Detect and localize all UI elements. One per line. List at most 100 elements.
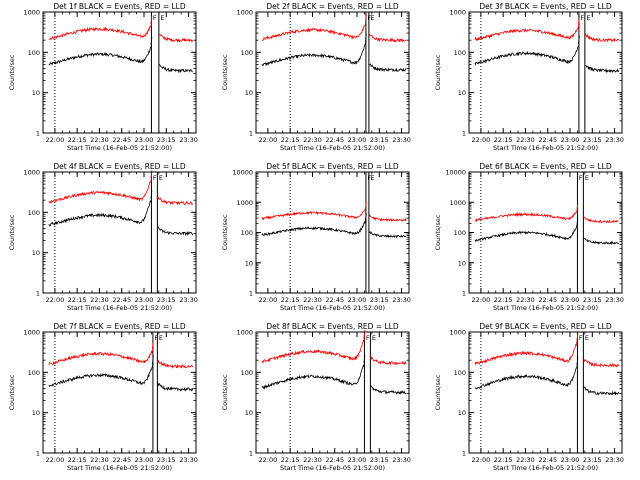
y-tick-label: 1 — [249, 130, 253, 138]
plot-frame — [468, 171, 623, 294]
y-tick-label: 100 — [241, 49, 253, 57]
x-tick-label: 22:45 — [538, 136, 557, 144]
x-tick-label: 23:30 — [605, 456, 624, 464]
x-tick-label: 22:00 — [472, 456, 491, 464]
x-tick-label: 22:45 — [112, 296, 131, 304]
events-series-line — [474, 35, 620, 74]
y-tick-label: 10 — [458, 89, 466, 97]
y-tick-label: 10 — [32, 409, 40, 417]
plot-frame — [42, 331, 197, 454]
flare-start-label: F — [579, 174, 583, 182]
x-axis-label: Start Time (16-Feb-05 21:52:00) — [280, 144, 385, 152]
flare-start-label: F — [153, 14, 157, 22]
x-tick-label: 23:00 — [348, 456, 367, 464]
x-tick-label: 22:15 — [494, 136, 513, 144]
x-tick-label: 22:45 — [325, 456, 344, 464]
x-tick-label: 23:00 — [561, 136, 580, 144]
panel-title: Det 9f BLACK = Events, RED = LLD — [479, 322, 612, 331]
y-tick-label: 1 — [249, 450, 253, 458]
events-series-line — [261, 213, 406, 239]
x-tick-label: 23:15 — [157, 136, 176, 144]
flare-end-label: E — [585, 174, 589, 182]
x-tick-label: 23:00 — [135, 136, 154, 144]
lld-series-line — [48, 169, 194, 206]
x-tick-label: 23:00 — [135, 456, 154, 464]
detector-panel: Det 7f BLACK = Events, RED = LLD 1 10 100 10… — [8, 322, 198, 472]
events-series-line — [48, 190, 193, 237]
y-tick-label: 10 — [458, 259, 466, 267]
flare-start-label: F — [366, 334, 370, 342]
x-axis-label: Start Time (16-Feb-05 21:52:00) — [67, 144, 172, 152]
detector-panel: Det 4f BLACK = Events, RED = LLD 1 10 100 10… — [8, 162, 198, 312]
panel-title: Det 3f BLACK = Events, RED = LLD — [479, 2, 612, 11]
flare-start-label: F — [367, 14, 371, 22]
y-tick-label: 1000 — [449, 9, 466, 17]
x-tick-label: 22:15 — [494, 296, 513, 304]
y-tick-label: 1000 — [236, 329, 253, 337]
y-tick-label: 10 — [245, 409, 253, 417]
events-series-line — [48, 355, 194, 392]
x-tick-label: 23:00 — [561, 456, 580, 464]
y-tick-label: 100 — [241, 229, 253, 237]
y-tick-label: 10 — [245, 259, 253, 267]
plot-frame — [42, 11, 197, 134]
x-axis-label: Start Time (16-Feb-05 21:52:00) — [67, 304, 172, 312]
plot-frame — [255, 331, 410, 454]
y-axis-label: Counts/sec — [221, 214, 229, 250]
x-axis-label: Start Time (16-Feb-05 21:52:00) — [280, 304, 385, 312]
y-tick-label: 1000 — [23, 9, 40, 17]
y-tick-label: 100 — [28, 49, 40, 57]
x-tick-label: 22:30 — [516, 296, 535, 304]
lld-series-line — [261, 14, 407, 43]
y-tick-label: 1000 — [449, 199, 466, 207]
plot-frame — [255, 171, 410, 294]
y-axis-label: Counts/sec — [221, 54, 229, 90]
y-tick-label: 1000 — [23, 329, 40, 337]
panel-title: Det 4f BLACK = Events, RED = LLD — [53, 162, 186, 171]
y-tick-label: 1 — [462, 450, 466, 458]
panel-title: Det 6f BLACK = Events, RED = LLD — [479, 162, 612, 171]
y-tick-label: 100 — [454, 229, 466, 237]
y-tick-label: 10 — [32, 249, 40, 257]
x-tick-label: 22:15 — [68, 136, 87, 144]
y-tick-label: 1000 — [236, 9, 253, 17]
lld-series-line — [48, 340, 194, 369]
flare-start-label: F — [154, 334, 158, 342]
x-tick-label: 22:00 — [46, 136, 65, 144]
x-tick-label: 23:30 — [605, 296, 624, 304]
x-tick-label: 23:30 — [179, 136, 198, 144]
flare-start-label: F — [153, 174, 157, 182]
y-tick-label: 1 — [462, 130, 466, 138]
x-tick-label: 22:45 — [112, 136, 131, 144]
flare-end-label: E — [160, 14, 164, 22]
x-axis-label: Start Time (16-Feb-05 21:52:00) — [67, 464, 172, 472]
y-tick-label: 100 — [454, 49, 466, 57]
y-tick-label: 1 — [36, 130, 40, 138]
x-tick-label: 22:00 — [259, 456, 278, 464]
events-series-line — [474, 218, 620, 246]
plot-frame — [468, 331, 623, 454]
y-tick-label: 10000 — [232, 169, 253, 177]
y-tick-label: 1 — [36, 290, 40, 298]
x-tick-label: 22:15 — [494, 456, 513, 464]
x-tick-label: 22:00 — [472, 136, 491, 144]
lld-series-line — [261, 329, 407, 366]
events-series-line — [261, 354, 407, 395]
x-tick-label: 23:15 — [370, 456, 389, 464]
y-axis-label: Counts/sec — [221, 374, 229, 410]
detector-panel: Det 1f BLACK = Events, RED = LLD 1 10 100 10… — [8, 2, 198, 152]
x-tick-label: 22:15 — [281, 296, 300, 304]
panel-title: Det 5f BLACK = Events, RED = LLD — [266, 162, 399, 171]
x-tick-label: 23:15 — [583, 136, 602, 144]
x-tick-label: 22:30 — [90, 136, 109, 144]
y-tick-label: 100 — [241, 369, 253, 377]
x-tick-label: 23:00 — [348, 296, 367, 304]
x-tick-label: 22:45 — [325, 296, 344, 304]
y-axis-label: Counts/sec — [8, 54, 16, 90]
detector-panel: Det 3f BLACK = Events, RED = LLD 1 10 100 10… — [434, 2, 624, 152]
flare-end-label: E — [370, 14, 374, 22]
flare-start-label: F — [579, 334, 583, 342]
lld-series-line — [474, 203, 620, 224]
x-tick-label: 22:30 — [516, 136, 535, 144]
